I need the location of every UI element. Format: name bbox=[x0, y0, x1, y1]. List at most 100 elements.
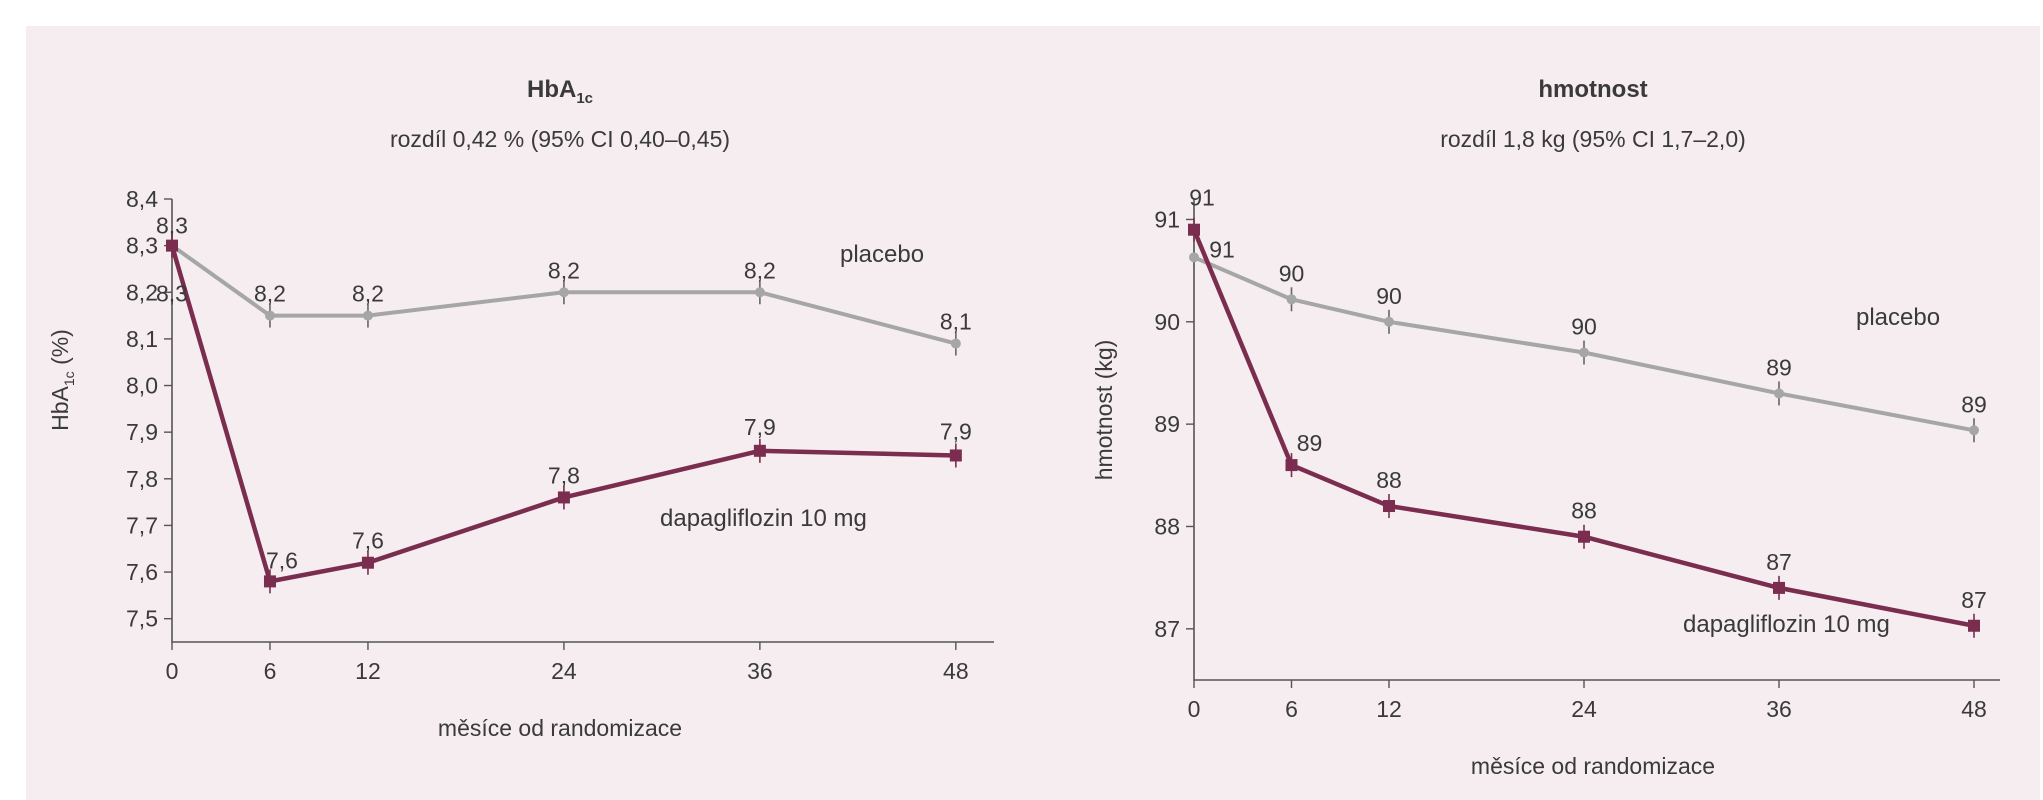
series-line-dapagliflozin bbox=[169, 245, 956, 584]
data-label: 88 bbox=[1376, 467, 1402, 493]
data-label: 87 bbox=[1961, 587, 1987, 613]
chart-title: HbA1c bbox=[527, 76, 593, 107]
series-label-dapagliflozin: dapagliflozin 10 mg bbox=[660, 505, 867, 532]
data-point-placebo bbox=[1384, 316, 1394, 327]
data-label: 8,3 bbox=[156, 281, 188, 307]
data-point-placebo bbox=[362, 310, 373, 321]
data-point-placebo bbox=[1579, 347, 1589, 358]
data-label: 90 bbox=[1279, 260, 1305, 286]
data-label: 7,9 bbox=[744, 414, 776, 440]
y-tick-label: 8,2 bbox=[126, 279, 158, 305]
data-point-dapagliflozin bbox=[263, 575, 276, 588]
x-tick-label: 48 bbox=[943, 658, 969, 684]
x-axis-label: měsíce od randomizace bbox=[1471, 753, 1715, 779]
series-line-placebo bbox=[170, 244, 957, 346]
y-tick-label: 8,0 bbox=[126, 373, 158, 399]
data-point-dapagliflozin bbox=[1773, 581, 1785, 594]
series-line-dapagliflozin bbox=[1191, 228, 1975, 628]
data-label: 87 bbox=[1766, 549, 1792, 575]
data-label: 89 bbox=[1961, 391, 1987, 417]
data-point-placebo bbox=[1286, 294, 1297, 305]
data-label: 7,6 bbox=[266, 547, 298, 573]
y-label-unit: (%) bbox=[47, 329, 73, 371]
x-tick-label: 24 bbox=[1571, 696, 1597, 722]
x-tick-label: 6 bbox=[264, 658, 277, 684]
y-tick-label: 8,1 bbox=[126, 326, 158, 352]
data-label: 8,2 bbox=[254, 281, 286, 307]
y-tick-label: 8,3 bbox=[126, 233, 158, 259]
data-label: 7,8 bbox=[548, 462, 580, 488]
y-tick-label: 7,7 bbox=[126, 512, 158, 538]
data-point-placebo bbox=[950, 338, 961, 349]
data-point-dapagliflozin bbox=[1188, 223, 1200, 236]
title-main: hmotnost bbox=[1538, 76, 1647, 103]
data-label: 91 bbox=[1189, 185, 1215, 211]
data-label: 89 bbox=[1297, 430, 1323, 456]
data-point-dapagliflozin bbox=[166, 239, 178, 252]
series-label-placebo: placebo bbox=[1856, 304, 1940, 331]
y-label-main: hmotnost (kg) bbox=[1091, 340, 1117, 481]
y-axis-label: HbA1c (%) bbox=[47, 329, 77, 431]
data-label: 8,2 bbox=[548, 257, 580, 283]
series-line-placebo bbox=[1193, 255, 1975, 433]
x-tick-label: 36 bbox=[747, 658, 773, 684]
chart-2: hmotnost rozdíl 1,8 kg (95% CI 1,7–2,0) 87… bbox=[1091, 76, 2000, 779]
x-axis-label: měsíce od randomizace bbox=[438, 715, 682, 741]
data-point-placebo bbox=[264, 310, 275, 321]
data-point-placebo bbox=[1189, 252, 1199, 263]
y-tick-label: 88 bbox=[1154, 513, 1180, 539]
y-tick-label: 7,9 bbox=[126, 419, 158, 445]
chart-subtitle: rozdíl 0,42 % (95% CI 0,40–0,45) bbox=[390, 126, 730, 152]
data-point-dapagliflozin bbox=[949, 449, 962, 462]
data-point-placebo bbox=[754, 287, 765, 298]
data-point-dapagliflozin bbox=[753, 444, 766, 457]
series-label-placebo: placebo bbox=[840, 241, 924, 268]
figure-panel bbox=[26, 26, 2040, 800]
chart-title: hmotnost bbox=[1538, 76, 1647, 103]
x-tick-label: 12 bbox=[355, 658, 381, 684]
y-tick-label: 7,8 bbox=[126, 466, 158, 492]
chart-subtitle: rozdíl 1,8 kg (95% CI 1,7–2,0) bbox=[1440, 126, 1746, 152]
y-tick-label: 87 bbox=[1154, 616, 1180, 642]
series-label-dapagliflozin: dapagliflozin 10 mg bbox=[1683, 611, 1890, 638]
data-label: 88 bbox=[1571, 498, 1597, 524]
data-point-dapagliflozin bbox=[1285, 459, 1298, 472]
y-tick-label: 7,6 bbox=[126, 559, 158, 585]
x-tick-label: 6 bbox=[1285, 696, 1298, 722]
data-label: 91 bbox=[1209, 236, 1235, 262]
x-tick-label: 24 bbox=[551, 658, 577, 684]
data-label: 7,6 bbox=[352, 528, 384, 554]
data-point-placebo bbox=[1774, 388, 1784, 399]
data-point-placebo bbox=[1969, 425, 1979, 436]
y-axis-label: hmotnost (kg) bbox=[1091, 340, 1117, 481]
y-tick-label: 90 bbox=[1154, 309, 1180, 335]
y-tick-label: 7,5 bbox=[126, 606, 158, 632]
y-label-main: HbA bbox=[47, 385, 73, 430]
x-tick-label: 0 bbox=[166, 658, 179, 684]
x-tick-label: 48 bbox=[1961, 696, 1987, 722]
title-subscript: 1c bbox=[576, 90, 593, 107]
data-label: 90 bbox=[1571, 314, 1597, 340]
data-label: 8,2 bbox=[744, 257, 776, 283]
x-tick-label: 12 bbox=[1376, 696, 1402, 722]
title-main: HbA bbox=[527, 76, 576, 103]
data-label: 8,2 bbox=[352, 281, 384, 307]
y-label-subscript: 1c bbox=[61, 371, 77, 386]
y-tick-label: 91 bbox=[1154, 206, 1180, 232]
data-point-dapagliflozin bbox=[1383, 500, 1395, 513]
y-tick-label: 89 bbox=[1154, 411, 1180, 437]
data-point-dapagliflozin bbox=[1578, 530, 1590, 543]
x-tick-label: 36 bbox=[1766, 696, 1792, 722]
y-tick-label: 8,4 bbox=[126, 186, 158, 212]
data-point-dapagliflozin bbox=[1968, 619, 1980, 632]
data-point-dapagliflozin bbox=[557, 491, 570, 504]
data-label: 8,1 bbox=[940, 309, 972, 335]
data-label: 90 bbox=[1376, 283, 1402, 309]
data-point-dapagliflozin bbox=[361, 556, 374, 569]
data-label: 7,9 bbox=[940, 418, 972, 444]
x-tick-label: 0 bbox=[1188, 696, 1201, 722]
data-label: 89 bbox=[1766, 354, 1792, 380]
data-point-placebo bbox=[558, 287, 569, 298]
